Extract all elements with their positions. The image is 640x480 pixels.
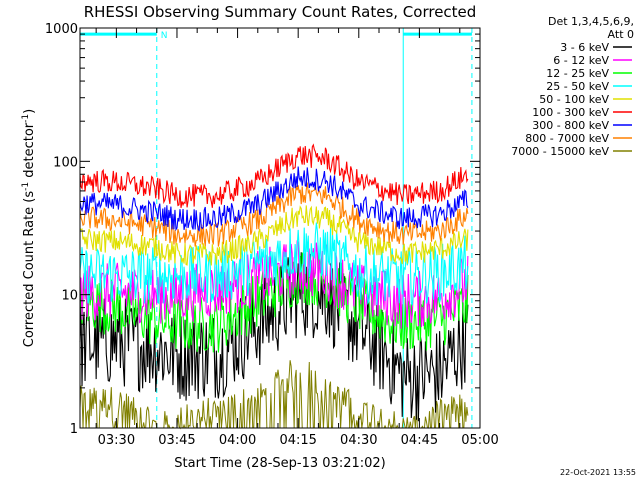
series-layer: [79, 143, 469, 430]
date-stamp: 22-Oct-2021 13:55: [560, 468, 636, 477]
series-trace: [79, 251, 469, 353]
legend-entry: 100 - 300 keV: [532, 106, 609, 119]
legend-entry: 800 - 7000 keV: [525, 132, 609, 145]
series-line: [79, 251, 469, 353]
x-axis-label: Start Time (28-Sep-13 03:21:02): [174, 456, 385, 471]
x-tick-label: 05:00: [461, 433, 498, 448]
eclipse-bar-label: N: [161, 31, 168, 41]
legend-entry: 50 - 100 keV: [539, 93, 609, 106]
series-trace: [79, 205, 469, 266]
series-line: [79, 205, 469, 266]
y-tick-label: 10: [61, 289, 78, 304]
legend-entry: 12 - 25 keV: [546, 67, 609, 80]
y-tick-label: 1000: [45, 22, 78, 37]
x-tick-label: 04:00: [219, 433, 256, 448]
y-tick-label: 1: [70, 422, 78, 437]
x-tick-label: 04:30: [340, 433, 377, 448]
y-tick-label: 100: [53, 155, 78, 170]
legend-entry: 3 - 6 keV: [560, 41, 609, 54]
y-axis-label: Corrected Count Rate (s-1 detector-1): [21, 109, 37, 347]
legend-entry: 6 - 12 keV: [553, 54, 609, 67]
legend-entry: 7000 - 15000 keV: [511, 145, 609, 158]
legend-entry: 25 - 50 keV: [546, 80, 609, 93]
series-trace: [79, 222, 469, 306]
x-tick-label: 03:30: [98, 433, 135, 448]
axes-layer: 1 10 100 1000 03:30 03:45 04:00 04:15 04:30 04:45…: [45, 22, 499, 448]
series-line: [79, 143, 469, 208]
annotation-layer: N: [80, 31, 472, 41]
x-tick-label: 04:15: [279, 433, 316, 448]
series-line: [79, 182, 469, 247]
series-trace: [79, 143, 469, 208]
chart-title: RHESSI Observing Summary Count Rates, Co…: [84, 3, 477, 21]
plot-frame: [79, 27, 481, 429]
series-trace: [79, 182, 469, 247]
series-trace: [79, 166, 469, 232]
legend-header-line-1: Det 1,3,4,5,6,9,: [548, 15, 634, 28]
legend-entry: 300 - 800 keV: [532, 119, 609, 132]
x-tick-label: 04:45: [401, 433, 438, 448]
x-tick-label: 03:45: [158, 433, 195, 448]
series-line: [79, 166, 469, 232]
series-line: [79, 222, 469, 306]
legend-header-line-2: Att 0: [608, 28, 634, 41]
